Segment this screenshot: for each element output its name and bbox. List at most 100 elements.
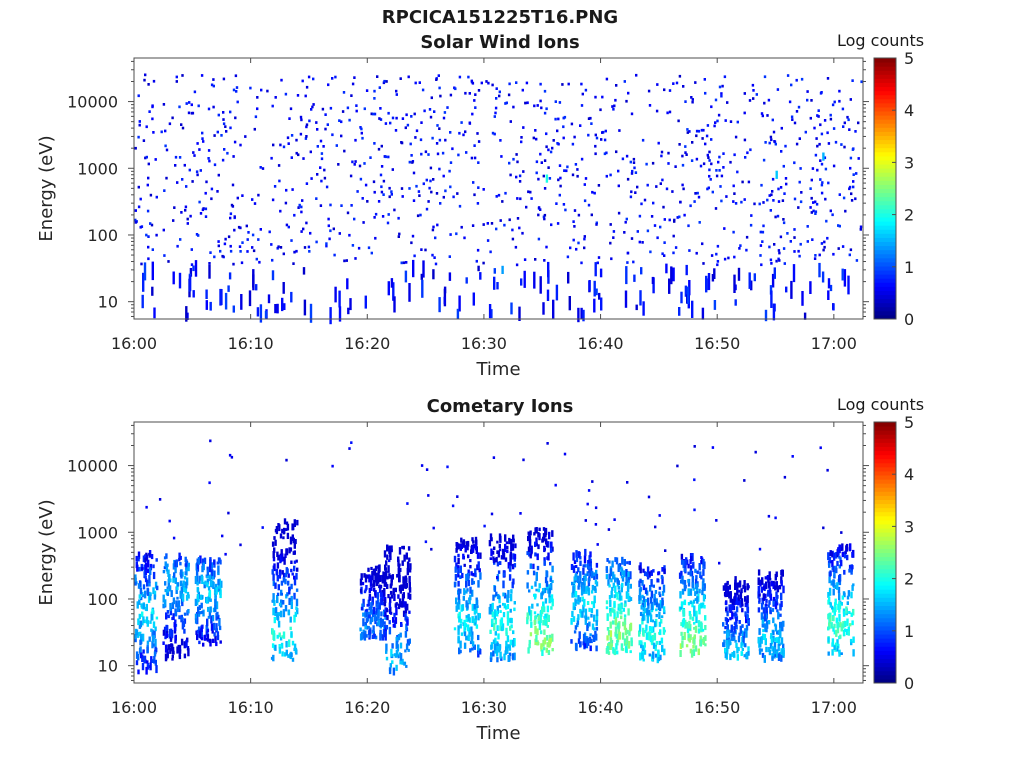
cometary-cell bbox=[729, 604, 733, 612]
cometary-cell bbox=[455, 597, 458, 605]
solar-wind-cell bbox=[775, 170, 778, 179]
solar-wind-cell bbox=[823, 156, 827, 160]
solar-wind-x-tick-label: 16:20 bbox=[344, 334, 390, 353]
cometary-cell bbox=[639, 578, 642, 584]
solar-wind-cell bbox=[814, 200, 817, 204]
cometary-cell bbox=[424, 540, 428, 544]
cometary-cell bbox=[507, 562, 510, 569]
solar-wind-cell bbox=[180, 123, 183, 126]
solar-wind-cell bbox=[410, 115, 413, 118]
cometary-cell bbox=[549, 562, 552, 566]
solar-wind-colorbar-label: Log counts bbox=[837, 31, 925, 50]
cometary-cell bbox=[367, 625, 370, 629]
cometary-cell bbox=[387, 594, 390, 599]
solar-wind-cell bbox=[778, 251, 781, 255]
solar-wind-cell bbox=[373, 216, 376, 219]
cometary-cell bbox=[179, 580, 183, 587]
cometary-cell bbox=[291, 657, 295, 662]
cometary-cell bbox=[397, 654, 400, 659]
cometary-colorbar-frame bbox=[873, 421, 897, 684]
cometary-cell bbox=[779, 613, 782, 617]
cometary-cell bbox=[397, 559, 400, 567]
cometary-cell bbox=[659, 654, 662, 661]
solar-wind-cell bbox=[733, 192, 736, 195]
cometary-cell bbox=[645, 632, 649, 640]
solar-wind-cell bbox=[827, 278, 831, 289]
cometary-cell bbox=[551, 598, 554, 607]
cometary-cell bbox=[274, 613, 277, 617]
solar-wind-cell bbox=[576, 174, 579, 178]
cometary-cell bbox=[681, 588, 685, 595]
cometary-cell bbox=[653, 597, 657, 603]
cometary-cell bbox=[371, 573, 374, 581]
solar-wind-cell bbox=[722, 152, 725, 155]
solar-wind-colorbar-band bbox=[874, 119, 896, 124]
solar-wind-cell bbox=[200, 74, 204, 77]
cometary-cell bbox=[406, 561, 410, 570]
solar-wind-cell bbox=[425, 207, 429, 211]
cometary-cell bbox=[184, 556, 187, 563]
solar-wind-cell bbox=[210, 187, 214, 191]
solar-wind-cell bbox=[432, 269, 435, 280]
cometary-cell bbox=[831, 605, 834, 610]
solar-wind-cell bbox=[408, 187, 411, 190]
solar-wind-x-axis-label: Time bbox=[475, 359, 520, 380]
solar-wind-cell bbox=[405, 113, 408, 117]
cometary-cell bbox=[722, 622, 725, 627]
cometary-cell bbox=[495, 652, 499, 657]
solar-wind-cell bbox=[188, 101, 191, 104]
cometary-cell bbox=[689, 614, 692, 620]
cometary-cell bbox=[540, 592, 543, 600]
cometary-cell bbox=[695, 610, 698, 617]
cometary-cell bbox=[331, 464, 334, 468]
cometary-colorbar-band bbox=[874, 515, 896, 521]
cometary-cell bbox=[463, 588, 466, 596]
solar-wind-cell bbox=[566, 165, 569, 169]
cometary-cell bbox=[744, 602, 747, 608]
solar-wind-cell bbox=[148, 110, 151, 113]
cometary-cell bbox=[216, 635, 220, 641]
cometary-cell bbox=[239, 543, 242, 547]
cometary-cell bbox=[658, 591, 661, 596]
cometary-cell bbox=[628, 597, 631, 601]
cometary-cell bbox=[144, 567, 147, 576]
cometary-cell bbox=[533, 611, 537, 615]
solar-wind-cell bbox=[247, 231, 250, 234]
cometary-cell bbox=[146, 588, 150, 596]
solar-wind-cell bbox=[482, 223, 485, 226]
cometary-cell bbox=[747, 646, 750, 651]
solar-wind-cell bbox=[539, 276, 542, 294]
solar-wind-cell bbox=[522, 170, 525, 173]
cometary-cell bbox=[835, 567, 838, 574]
cometary-cell bbox=[183, 576, 187, 580]
cometary-cell bbox=[151, 608, 154, 615]
cometary-cell bbox=[529, 563, 532, 569]
solar-wind-colorbar-band bbox=[874, 90, 896, 96]
cometary-cell bbox=[642, 584, 646, 591]
solar-wind-cell bbox=[743, 111, 746, 115]
solar-wind-cell bbox=[539, 82, 542, 86]
cometary-cell bbox=[460, 537, 463, 543]
solar-wind-cell bbox=[404, 270, 408, 283]
cometary-cell bbox=[780, 570, 783, 576]
cometary-cell bbox=[528, 606, 531, 614]
cometary-cell bbox=[209, 557, 212, 561]
cometary-cell bbox=[261, 526, 264, 529]
cometary-cell bbox=[478, 613, 481, 619]
solar-wind-cell bbox=[400, 187, 404, 190]
solar-wind-cell bbox=[716, 263, 719, 267]
solar-wind-cell bbox=[205, 180, 208, 184]
solar-wind-cell bbox=[239, 250, 242, 253]
solar-wind-cell bbox=[857, 121, 860, 125]
solar-wind-cell bbox=[547, 261, 550, 278]
cometary-cell bbox=[733, 626, 736, 634]
solar-wind-cell bbox=[210, 197, 213, 201]
cometary-cell bbox=[624, 640, 628, 645]
cometary-cell bbox=[846, 547, 849, 551]
cometary-cell bbox=[154, 626, 157, 632]
solar-wind-cell bbox=[199, 169, 202, 172]
solar-wind-cell bbox=[216, 190, 219, 193]
cometary-cell bbox=[463, 631, 467, 637]
solar-wind-cell bbox=[761, 240, 764, 243]
cometary-cell bbox=[696, 570, 699, 575]
